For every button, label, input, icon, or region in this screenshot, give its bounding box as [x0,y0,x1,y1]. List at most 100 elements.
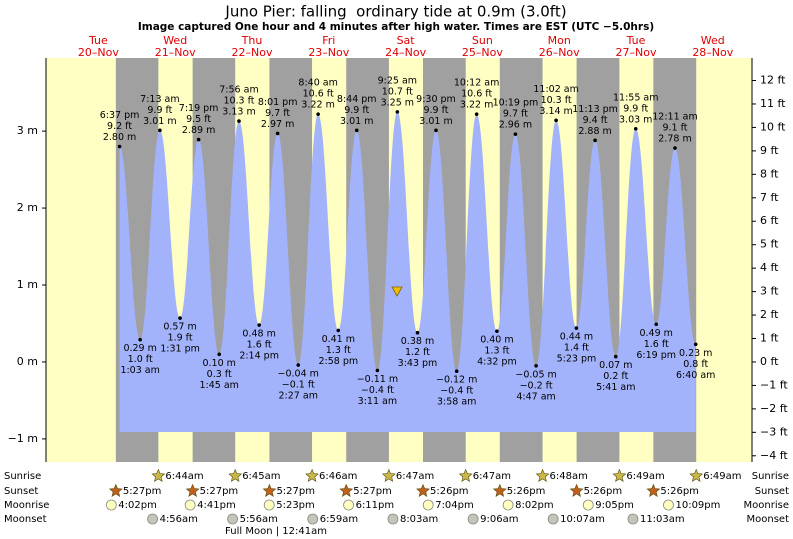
tide-time: 1:45 am [199,380,238,391]
tide-time: 2:58 pm [318,356,358,367]
tide-height-m: 3.14 m [539,106,572,117]
astro-time: 5:23pm [276,500,315,511]
tide-height-ft: 1.2 ft [405,347,430,358]
tide-time: 9:30 pm [416,94,456,105]
astro-time: 10:07am [560,514,605,525]
astro-time: 7:04pm [435,500,474,511]
tide-height-m: 0.23 m [679,348,712,359]
sunrise-icon [305,468,319,482]
tide-time: 7:19 pm [179,103,219,114]
day-name: Mon [548,34,571,47]
tide-height-m: 3.22 m [301,100,334,111]
moonrise-icon [105,499,117,511]
tide-height-ft: 1.0 ft [128,354,153,365]
tide-height-m: 0.29 m [123,343,156,354]
day-name: Thu [241,34,263,47]
day-name: Sat [397,34,416,47]
tide-height-m: −0.12 m [436,375,477,386]
astro-time: 5:26pm [507,486,546,497]
tide-height-ft: 1.6 ft [247,340,272,351]
moonrise-icon [422,499,434,511]
tide-height-ft: 9.2 ft [107,121,132,132]
astro-time: 5:26pm [584,486,623,497]
foreground: Tue20–NovWed21–NovThu22–NovFri23–NovSat2… [4,34,789,525]
tide-height-ft: −0.4 ft [361,385,394,396]
moonset-icon [627,513,639,525]
high-tide-dot [554,118,558,123]
tide-height-ft: 1.9 ft [168,333,193,344]
tide-time: 3:58 am [437,397,476,408]
high-tide-dot [633,126,638,131]
tide-height-ft: 1.4 ft [564,343,589,354]
day-date: 21–Nov [155,46,196,59]
high-tide-dot [474,112,479,116]
low-tide-dot [574,326,579,330]
day-date: 24–Nov [385,46,426,59]
tide-height-ft: 1.3 ft [326,345,351,356]
astro-time: 5:27pm [200,486,239,497]
tide-height-m: 3.01 m [340,116,373,127]
y2-tick-label: −4 ft [760,449,788,462]
tide-height-m: 0.10 m [202,358,235,369]
tide-height-ft: 10.6 ft [303,89,334,100]
tide-height-ft: 9.7 ft [265,108,290,119]
high-tide-dot [316,112,320,116]
y2-tick-label: −3 ft [760,425,788,438]
tide-height-m: −0.11 m [357,374,398,385]
tide-area-group [119,111,696,432]
sunset-icon [416,483,430,497]
y-tick-label: −1 m [8,432,38,445]
tide-time: 11:02 am [533,84,578,95]
tide-height-ft: 10.7 ft [382,86,413,97]
tide-time: 1:31 pm [160,344,200,355]
astro-time: 6:59am [320,514,358,525]
tide-time: 8:44 pm [337,94,377,105]
tide-height-m: 0.07 m [599,360,632,371]
sunset-icon [646,483,661,497]
tide-height-m: 0.57 m [163,322,196,333]
high-tide-dot [354,128,359,133]
moonset-icon [467,513,479,525]
y2-tick-label: 3 ft [760,285,779,298]
moonset-icon [547,513,559,525]
astro-time: 11:03am [640,514,685,525]
tide-time: 3:11 am [358,396,397,407]
y2-tick-label: 11 ft [760,97,786,110]
day-date: 25–Nov [462,46,503,59]
chart-subtitle: Image captured One hour and 4 minutes af… [138,21,654,33]
astro-row-label-right: Moonrise [744,500,789,511]
tide-height-m: 2.89 m [182,125,215,136]
y2-tick-label: −1 ft [760,378,788,391]
moonset-icon [307,513,319,525]
tide-height-ft: 10.6 ft [461,89,492,100]
tide-height-m: 3.03 m [619,114,652,125]
tide-height-ft: 0.3 ft [207,369,232,380]
y2-tick-label: 5 ft [760,238,779,251]
tide-height-m: −0.04 m [278,369,319,380]
high-tide-dot [513,132,518,136]
tide-height-m: 3.13 m [222,107,255,118]
tide-time: 10:12 am [454,78,499,89]
tide-time: 7:13 am [140,94,179,105]
tide-height-ft: 0.2 ft [603,371,628,382]
chart-title: Juno Pier: falling ordinary tide at 0.9m… [224,3,566,21]
astro-time: 8:02pm [515,500,554,511]
tide-time: 8:40 am [298,78,337,89]
low-tide-dot [613,354,618,359]
sunrise-icon [458,468,473,482]
high-tide-dot [275,131,280,136]
low-tide-dot [415,330,420,335]
tide-height-ft: 1.6 ft [644,339,669,350]
tide-height-m: 0.40 m [480,335,513,346]
low-tide-dot [178,316,182,320]
sunrise-icon [535,468,550,482]
tide-time: 7:56 am [219,85,258,96]
high-tide-dot [395,110,400,114]
tide-height-ft: 9.1 ft [662,123,687,134]
astro-time: 5:27pm [353,486,392,497]
tide-height-ft: 9.7 ft [503,109,528,120]
moonrise-icon [502,499,514,511]
astro-row-label-right: Moonset [747,514,790,525]
tide-height-m: 2.88 m [578,126,611,137]
